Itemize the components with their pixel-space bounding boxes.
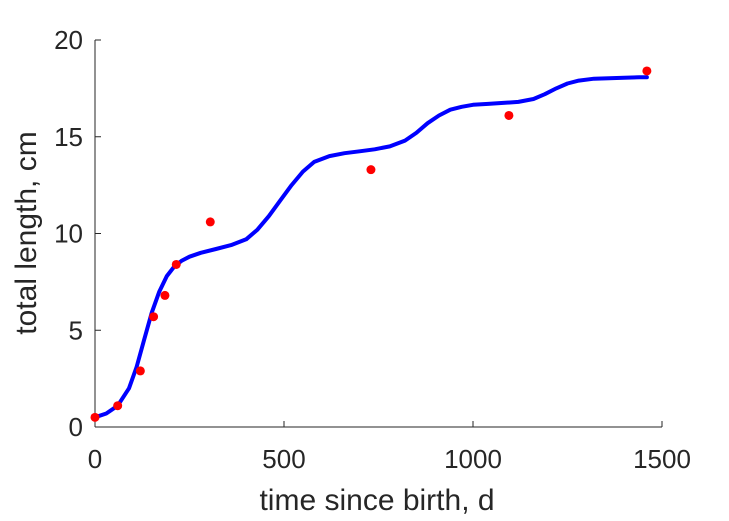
- data-point: [149, 312, 159, 322]
- fitted-curve-layer: [93, 75, 649, 420]
- data-point: [160, 290, 170, 300]
- data-point: [113, 401, 123, 411]
- y-tick-label: 10: [54, 219, 83, 249]
- data-point: [642, 66, 652, 76]
- x-tick-label: 0: [88, 444, 102, 474]
- axes: 0 500 1000 1500 0 5 10 15 20: [54, 25, 691, 474]
- y-tick-label: 0: [69, 412, 83, 442]
- data-point: [90, 412, 100, 422]
- data-point: [171, 259, 181, 269]
- fitted-growth-curve: [93, 75, 649, 420]
- x-tick-label: 1000: [444, 444, 502, 474]
- data-point: [366, 165, 376, 175]
- data-point: [135, 366, 145, 376]
- data-point: [205, 217, 215, 227]
- y-tick-label: 5: [69, 315, 83, 345]
- data-point: [504, 110, 514, 120]
- x-tick-label: 1500: [633, 444, 691, 474]
- x-tick-label: 500: [262, 444, 305, 474]
- y-axis-label: total length, cm: [10, 131, 43, 334]
- y-tick-label: 15: [54, 122, 83, 152]
- y-tick-label: 20: [54, 25, 83, 55]
- data-points-layer: [90, 66, 652, 422]
- x-axis-label: time since birth, d: [259, 484, 494, 517]
